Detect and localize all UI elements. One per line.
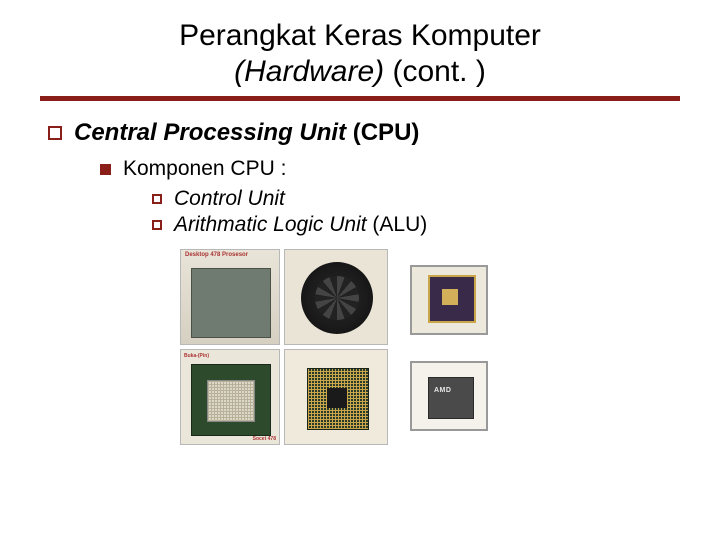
cpu-collage-image: Desktop 478 Prosesor Buka-(Pin) Socet 47… [180, 249, 390, 449]
square-outline-bullet-icon [48, 126, 62, 140]
title-rule [40, 96, 680, 101]
bullet-level1: Central Processing Unit (CPU) [48, 119, 680, 147]
l3b-italic: Arithmatic Logic Unit [174, 213, 372, 236]
title-line2-italic: (Hardware) [234, 55, 384, 88]
l3b-text: Arithmatic Logic Unit (ALU) [174, 213, 427, 237]
l3a-text: Control Unit [174, 187, 285, 211]
l3b-rest: (ALU) [372, 213, 427, 236]
amd-chip-image [410, 361, 488, 431]
title-line2-rest: (cont. ) [384, 55, 486, 88]
cpu-heatsink-image [284, 249, 388, 345]
bullet-level2: Komponen CPU : [100, 157, 680, 181]
cpu-socket-label2: Socet 478 [253, 436, 276, 442]
cpu-socket-label1: Buka-(Pin) [184, 353, 209, 359]
square-outline-bullet-icon [152, 194, 162, 204]
square-outline-bullet-icon [152, 220, 162, 230]
l1-rest: (CPU) [346, 119, 419, 146]
l1-italic: Central Processing Unit [74, 119, 346, 146]
thumb-column [410, 265, 488, 431]
slide-title: Perangkat Keras Komputer (Hardware) (con… [40, 18, 680, 90]
cpu-underside-image [284, 349, 388, 445]
cpu-front-label: Desktop 478 Prosesor [185, 252, 248, 258]
cpu-front-image: Desktop 478 Prosesor [180, 249, 280, 345]
image-row: Desktop 478 Prosesor Buka-(Pin) Socet 47… [180, 249, 680, 449]
square-fill-bullet-icon [100, 164, 111, 175]
bullet-level3-a: Control Unit [152, 187, 680, 211]
title-line1: Perangkat Keras Komputer [179, 19, 541, 52]
bullet-level3-b: Arithmatic Logic Unit (ALU) [152, 213, 680, 237]
slide: Perangkat Keras Komputer (Hardware) (con… [0, 0, 720, 540]
l1-text: Central Processing Unit (CPU) [74, 119, 419, 147]
l2-text: Komponen CPU : [123, 157, 286, 181]
pentium-chip-image [410, 265, 488, 335]
title-block: Perangkat Keras Komputer (Hardware) (con… [40, 18, 680, 90]
cpu-socket-image: Buka-(Pin) Socet 478 [180, 349, 280, 445]
